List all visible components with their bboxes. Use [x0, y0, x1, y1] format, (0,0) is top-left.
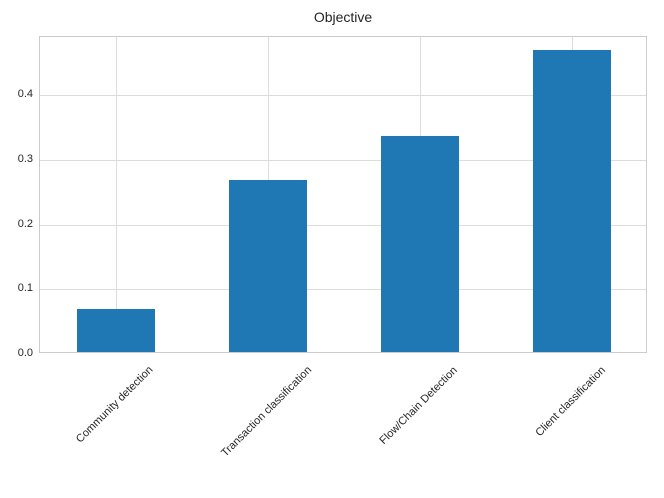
bar-flow-chain-detection: [381, 136, 459, 352]
gridline-horizontal: [40, 224, 646, 226]
bar-client-classification: [533, 50, 611, 352]
y-tick-label: 0.1: [17, 282, 33, 295]
chart-title: Objective: [313, 9, 373, 25]
gridline-vertical: [116, 37, 117, 352]
x-tick-label-flow-chain-detection: Flow/Chain Detection: [377, 364, 460, 447]
gridline-horizontal: [40, 159, 646, 161]
gridline-horizontal: [40, 95, 646, 97]
x-tick-label-client-classification: Client classification: [533, 364, 608, 439]
plot-area: [39, 36, 647, 353]
bar-community-detection: [77, 308, 155, 352]
gridline-horizontal: [40, 289, 646, 291]
x-tick-label-community-detection: Community detection: [73, 363, 156, 446]
y-tick-label: 0.3: [17, 152, 33, 165]
bar-transaction-classification: [229, 179, 307, 352]
y-tick-label: 0.2: [17, 217, 33, 230]
y-tick-label: 0.4: [17, 88, 33, 101]
x-tick-label-transaction-classification: Transaction classification: [219, 363, 315, 459]
y-tick-label: 0.0: [17, 347, 33, 359]
